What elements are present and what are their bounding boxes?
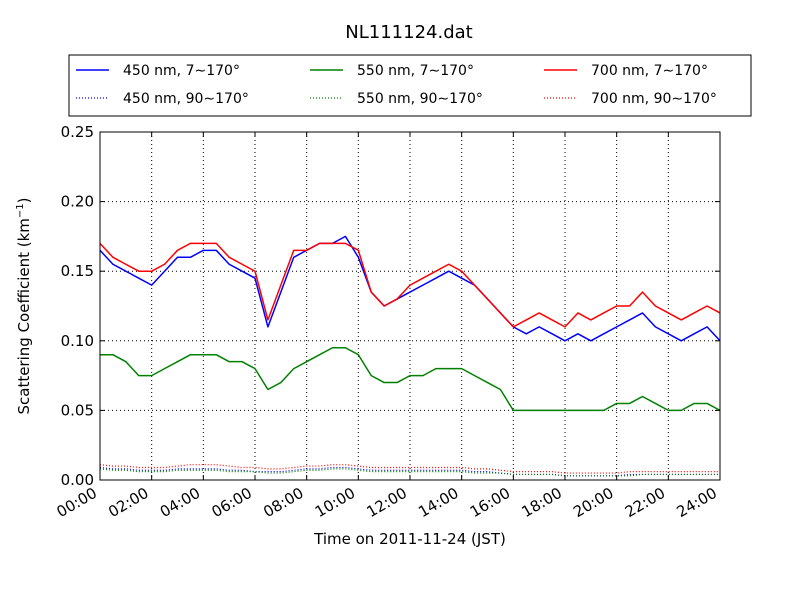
- grid-lines: [100, 132, 720, 480]
- x-tick-label: 00:00: [54, 484, 100, 521]
- y-tick-label: 0.05: [61, 401, 94, 419]
- x-tick-label: 20:00: [570, 484, 616, 521]
- y-tick-labels: 0.00 0.05 0.10 0.15 0.20 0.25: [61, 123, 94, 489]
- x-tick-label: 10:00: [312, 484, 358, 521]
- y-tick-label: 0.00: [61, 471, 94, 489]
- plot-area: [99, 131, 721, 481]
- y-tick-label: 0.25: [61, 123, 94, 141]
- legend-label: 450 nm, 7∼170°: [123, 63, 240, 79]
- x-tick-label: 14:00: [415, 484, 461, 521]
- y-tick-label: 0.15: [61, 262, 94, 280]
- x-tick-label: 16:00: [467, 484, 513, 521]
- x-tick-label: 02:00: [105, 484, 151, 521]
- x-tick-label: 22:00: [622, 484, 668, 521]
- legend-frame: [68, 54, 752, 117]
- legend-label: 700 nm, 90∼170°: [591, 91, 717, 107]
- axis-ticks: [99, 131, 721, 481]
- y-tick-label: 0.10: [61, 332, 94, 350]
- x-tick-label: 08:00: [260, 484, 306, 521]
- x-tick-label: 12:00: [364, 484, 410, 521]
- legend-label: 450 nm, 90∼170°: [123, 91, 249, 107]
- series-line: [100, 347, 721, 412]
- legend-label: 550 nm, 7∼170°: [357, 63, 474, 79]
- y-axis-label: Scattering Coefficient (km−1): [15, 197, 33, 414]
- x-tick-label: 04:00: [157, 484, 203, 521]
- x-tick-label: 24:00: [674, 484, 720, 521]
- x-axis-label: Time on 2011-11-24 (JST): [313, 530, 506, 548]
- series-line: [99, 235, 721, 342]
- legend-label: 700 nm, 7∼170°: [591, 63, 708, 79]
- y-axis-label-close: ): [15, 197, 33, 203]
- x-tick-labels: 00:00 02:00 04:00 06:00 08:00 10:00 12:00 14:00…: [54, 484, 720, 521]
- legend: 450 nm, 7∼170° 550 nm, 7∼170° 700 nm, 7∼17…: [68, 54, 752, 117]
- x-tick-label: 06:00: [209, 484, 255, 521]
- legend-label: 550 nm, 90∼170°: [357, 91, 483, 107]
- series-layer: [99, 235, 721, 477]
- y-tick-label: 0.20: [61, 193, 94, 211]
- y-axis-label-exponent: −1: [15, 203, 26, 218]
- x-tick-label: 18:00: [519, 484, 565, 521]
- y-axis-label-text: Scattering Coefficient (km: [15, 218, 33, 414]
- series-line: [99, 242, 721, 328]
- chart-title: NL111124.dat: [345, 22, 472, 43]
